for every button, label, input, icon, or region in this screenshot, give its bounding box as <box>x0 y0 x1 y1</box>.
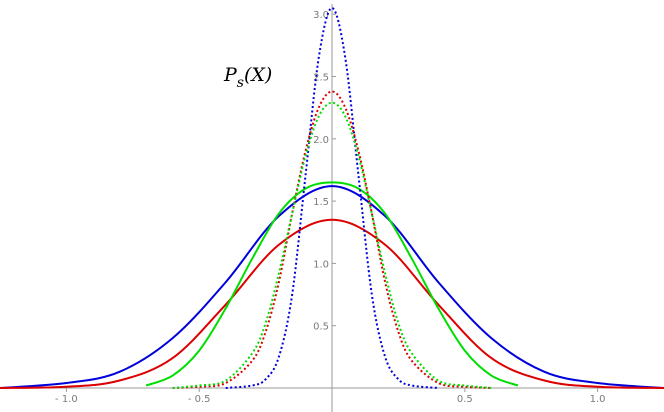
curve-annotation: Ps(X) <box>223 64 272 91</box>
tick-group: - 1.0 - 0.5 0.5 1.0 0.5 1.0 1.5 2.0 2.5 3.0 <box>55 10 606 405</box>
y-tick-label: 2.0 <box>313 135 329 146</box>
annotation-symbol: P <box>223 64 238 86</box>
series-line-3 <box>145 181 519 387</box>
axes <box>0 4 664 412</box>
annotation-subscript: s <box>237 75 244 91</box>
series-line-5 <box>172 90 492 389</box>
y-tick-label: 2.5 <box>313 73 329 84</box>
x-tick-label: - 1.0 <box>55 394 78 405</box>
series-line-2 <box>0 218 664 389</box>
y-tick-label: 0.5 <box>313 322 329 333</box>
annotation-argument: (X) <box>244 64 272 86</box>
x-tick-label: 1.0 <box>590 394 606 405</box>
y-tick-label: 1.5 <box>313 197 329 208</box>
x-tick-label: - 0.5 <box>188 394 211 405</box>
y-tick-label: 3.0 <box>313 10 329 21</box>
x-tick-label: 0.5 <box>457 394 473 405</box>
series-group <box>0 7 664 389</box>
y-tick-label: 1.0 <box>313 259 329 270</box>
series-line-1 <box>0 185 664 389</box>
